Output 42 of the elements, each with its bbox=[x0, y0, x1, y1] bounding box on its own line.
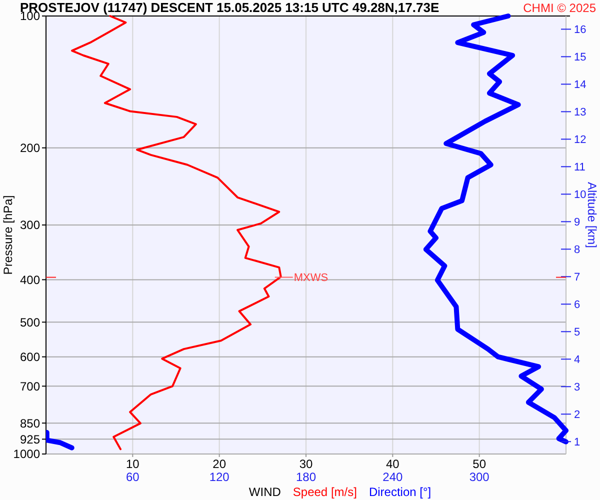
y2-tick-label: 10 bbox=[574, 189, 586, 202]
text: CHMI © 2025 bbox=[523, 1, 596, 15]
y-tick-label: 200 bbox=[20, 141, 40, 156]
y-tick-label: 850 bbox=[20, 416, 40, 430]
y-axis-title: Pressure [hPa] bbox=[1, 195, 15, 275]
y2-tick-label: 9 bbox=[574, 216, 580, 229]
y2-tick-label: 12 bbox=[574, 134, 586, 146]
y2-tick-label: 1 bbox=[574, 436, 580, 448]
annotation: MXWS bbox=[294, 272, 328, 284]
y-tick-label: 300 bbox=[20, 218, 40, 232]
x-tick-label: 10 bbox=[126, 457, 140, 471]
x2-tick-label: 60 bbox=[126, 470, 140, 484]
y-tick-label: 700 bbox=[20, 379, 40, 394]
y2-tick-label: 13 bbox=[574, 106, 586, 119]
y-tick-label: 500 bbox=[20, 315, 40, 330]
x-tick-label: 30 bbox=[299, 457, 313, 471]
y2-tick-label: 14 bbox=[574, 79, 586, 92]
x-tick-label: 50 bbox=[472, 457, 486, 471]
y2-tick-label: 6 bbox=[574, 299, 580, 311]
text: Speed [m/s] bbox=[292, 485, 357, 499]
x-tick-label: 20 bbox=[212, 457, 226, 471]
text: Direction [°] bbox=[368, 485, 432, 499]
x2-tick-label: 300 bbox=[469, 470, 490, 484]
y2-tick-label: 5 bbox=[574, 326, 580, 338]
x-tick-label: 40 bbox=[386, 457, 400, 471]
x2-tick-label: 120 bbox=[209, 470, 230, 484]
y-tick-label: 400 bbox=[20, 272, 40, 287]
y2-tick-label: 15 bbox=[574, 52, 586, 64]
y2-tick-label: 16 bbox=[574, 24, 586, 36]
y2-tick-label: 7 bbox=[574, 272, 580, 284]
y2-axis-title: Altitude [km] bbox=[585, 182, 599, 248]
y-tick-label: 1000 bbox=[13, 447, 40, 462]
x2-tick-label: 180 bbox=[296, 470, 316, 484]
y2-tick-label: 8 bbox=[574, 244, 580, 256]
x-axis-title: WIND bbox=[248, 485, 282, 499]
x2-tick-label: 240 bbox=[382, 470, 403, 484]
y2-tick-label: 11 bbox=[574, 162, 586, 174]
y2-tick-label: 4 bbox=[574, 354, 580, 366]
y-tick-label: 925 bbox=[20, 432, 40, 446]
y-tick-label: 600 bbox=[20, 350, 40, 364]
y2-tick-label: 3 bbox=[574, 381, 580, 394]
y2-tick-label: 2 bbox=[574, 408, 580, 421]
